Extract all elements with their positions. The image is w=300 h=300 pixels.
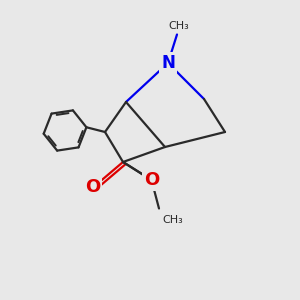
Text: CH₃: CH₃ <box>162 215 183 225</box>
Text: CH₃: CH₃ <box>168 21 189 31</box>
Text: N: N <box>161 54 175 72</box>
Text: O: O <box>144 171 159 189</box>
Text: O: O <box>85 178 100 196</box>
